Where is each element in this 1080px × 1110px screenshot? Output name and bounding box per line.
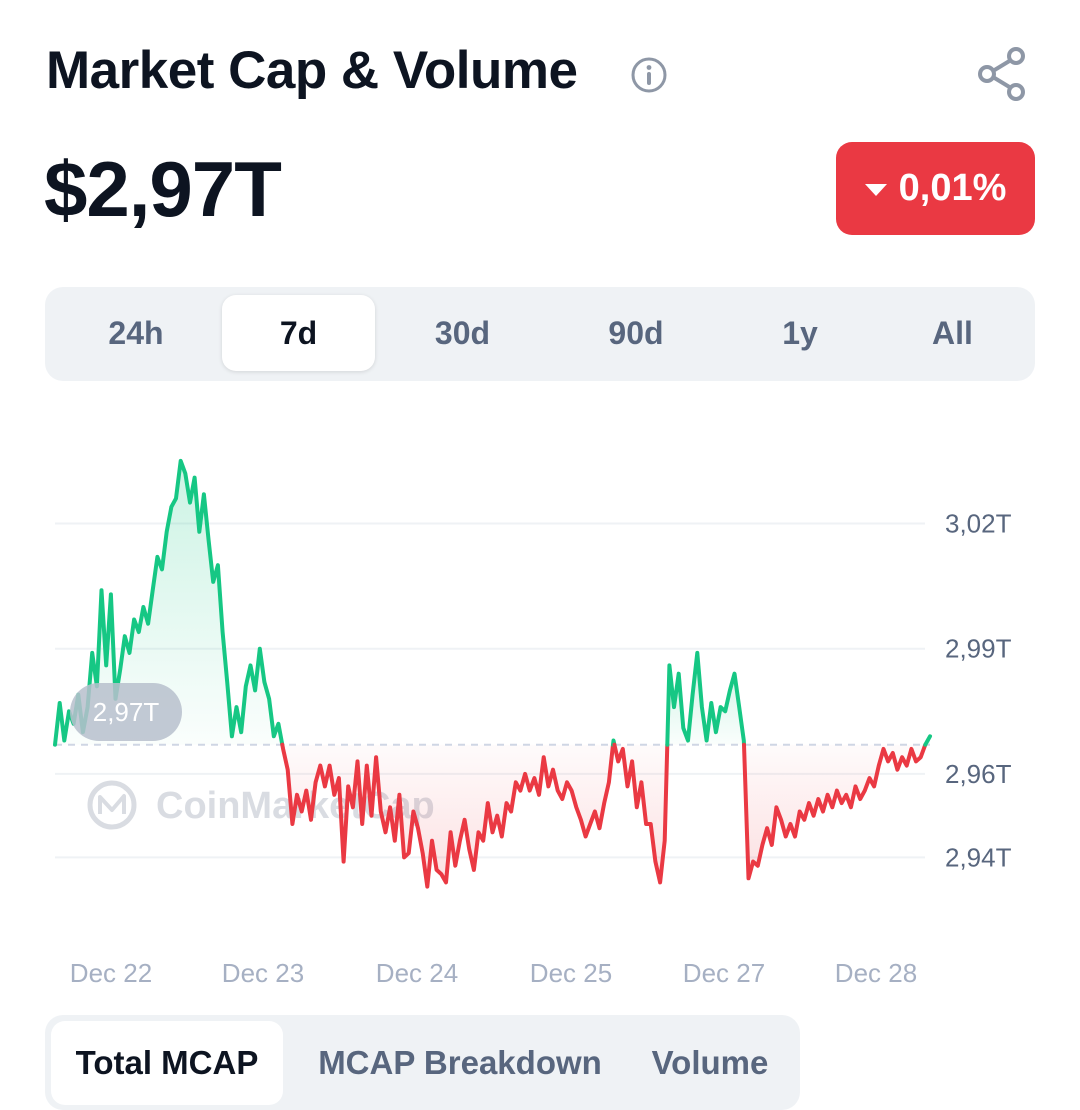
page-title: Market Cap & Volume [46, 41, 578, 100]
chart-type-tabs: Total MCAP MCAP Breakdown Volume [45, 1015, 800, 1110]
svg-text:2,97T: 2,97T [93, 697, 160, 727]
x-tick-label: Dec 24 [376, 958, 458, 988]
y-tick-label: 3,02T [945, 508, 1012, 538]
share-icon[interactable] [975, 44, 1031, 104]
series-line-up [923, 734, 932, 747]
y-tick-label: 2,99T [945, 634, 1012, 664]
tab-volume[interactable]: Volume [651, 1044, 769, 1081]
x-tick-label: Dec 28 [835, 958, 917, 988]
tab-mcap-breakdown[interactable]: MCAP Breakdown [318, 1044, 602, 1081]
area-fill-up [667, 652, 744, 745]
x-tick-label: Dec 23 [222, 958, 304, 988]
series-line-down [280, 742, 615, 889]
x-tick-label: Dec 27 [683, 958, 765, 988]
x-tick-label: Dec 25 [530, 958, 612, 988]
series-line-down [742, 742, 928, 881]
x-tick-label: Dec 22 [70, 958, 152, 988]
market-cap-chart[interactable]: CoinMarketCap 2,97T 3,02T2,99T2,96T2,94T… [0, 400, 1080, 1020]
change-percent: 0,01% [898, 167, 1007, 209]
baseline-label: 2,97T [70, 683, 182, 741]
tab-30d[interactable]: 30d [434, 314, 491, 351]
caret-down-icon [864, 183, 887, 196]
y-tick-label: 2,96T [945, 759, 1012, 789]
market-cap-value: $2,97T [44, 145, 282, 233]
info-circle-icon[interactable] [630, 56, 668, 94]
series-line-up [53, 458, 285, 747]
tab-1y[interactable]: 1y [782, 314, 818, 351]
area-fill-down [744, 744, 926, 879]
y-tick-label: 2,94T [945, 842, 1012, 872]
area-fill-down [614, 744, 668, 883]
series-line-up [665, 650, 746, 747]
tab-7d[interactable]: 7d [222, 295, 375, 371]
time-range-selector: 24h 7d 30d 90d 1y All [45, 287, 1035, 381]
tab-all[interactable]: All [932, 314, 973, 351]
tab-total-mcap[interactable]: Total MCAP [51, 1021, 283, 1105]
tab-24h[interactable]: 24h [108, 314, 164, 351]
change-badge: 0,01% [836, 142, 1035, 235]
series-line-down [612, 742, 670, 885]
tab-90d[interactable]: 90d [608, 314, 664, 351]
